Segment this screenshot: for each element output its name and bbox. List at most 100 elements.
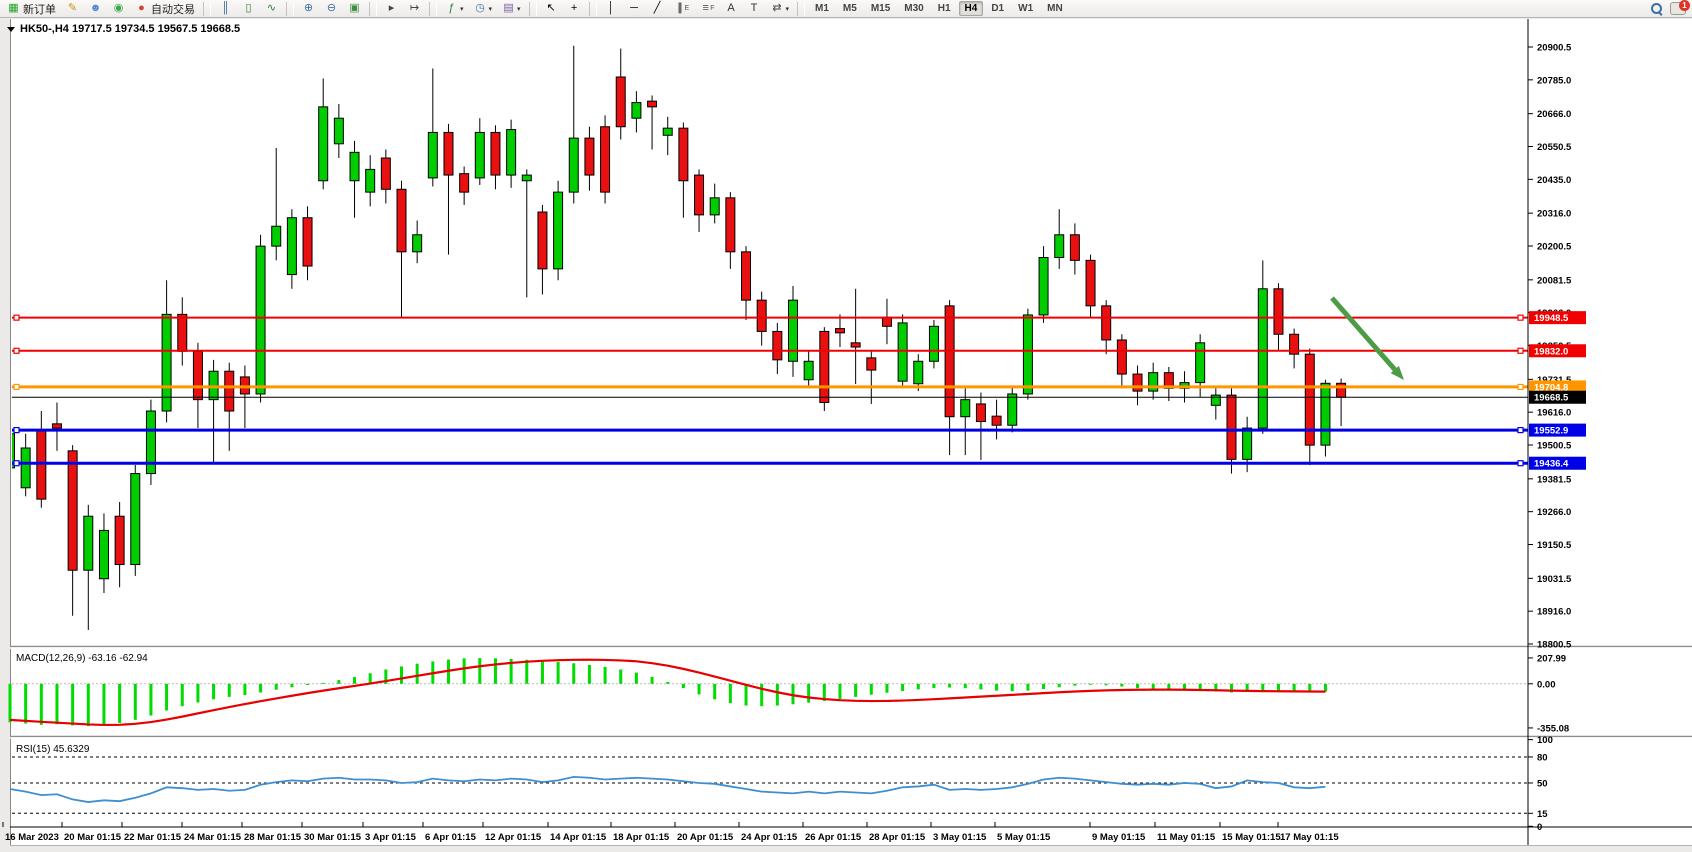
toolbar-separator (203, 1, 211, 16)
candle-up (365, 168, 376, 193)
candle-up (1257, 288, 1268, 429)
candle-down (224, 370, 235, 412)
line-handle-left[interactable] (13, 347, 20, 354)
pivot-line[interactable] (12, 383, 1528, 391)
line-handle-left[interactable] (13, 383, 20, 391)
candlestick-chart-button[interactable]: ▯ (238, 0, 259, 17)
text-button[interactable]: A (721, 0, 742, 17)
timeframe-m30-button[interactable]: M30 (904, 3, 924, 14)
indicators-button[interactable]: ƒ ▾ (441, 0, 468, 17)
horizontal-line-button[interactable]: ─ (624, 0, 645, 17)
auto-scroll-button[interactable]: ▸ (381, 0, 402, 17)
crosshair-button[interactable]: + (564, 0, 585, 17)
toolbar-buttons: ▦ 新订单 ✎ ☻ ◉ ● 自动交易 ║ ▯ ∿ ⊕ ⊖ ▣ ▸ ↦ ƒ ▾ ◷ ▾ ▤ ▾ ↖ + │ ─ ╱ ∥ E ≡ F A T ⇄ ▾ (2, 0, 808, 17)
rsi-scale-label: 100 (1537, 735, 1553, 746)
candle-down (1289, 333, 1300, 355)
candle-down (177, 313, 188, 352)
line-handle-right[interactable] (1517, 460, 1524, 467)
chevron-down-icon[interactable]: ▾ (785, 5, 790, 13)
highlighter-button[interactable]: ✎ (62, 0, 83, 17)
vertical-line-button[interactable]: │ (601, 0, 622, 17)
notifications-button[interactable]: 1 (1670, 0, 1690, 15)
line-handle-right[interactable] (1517, 347, 1524, 354)
candle-up (255, 245, 266, 395)
macd-pane[interactable]: MACD(12,26,9) -63.16 -62.94 207.99 0.00 -35… (8, 653, 1569, 734)
line-handle-left[interactable] (13, 314, 20, 321)
line-handle-right[interactable] (1517, 427, 1524, 434)
chart-shift-button[interactable]: ↦ (404, 0, 425, 17)
price-tick-label: 19731.5 (1537, 375, 1572, 386)
auto-scroll-icon: ▸ (388, 2, 395, 14)
candle-down (443, 131, 454, 176)
support-line-1-price-label: 19552.9 (1529, 423, 1586, 437)
periods-button[interactable]: ◷ ▾ (470, 0, 497, 17)
fibonacci-button[interactable]: ≡ F (695, 0, 718, 17)
trendline-button[interactable]: ╱ (647, 0, 668, 17)
zoom-in-button[interactable]: ⊕ (298, 0, 319, 17)
candle-up (709, 197, 720, 216)
resistance-line-1-price-label: 19948.5 (1529, 311, 1586, 325)
signals-button[interactable]: ◉ (108, 0, 129, 17)
chevron-down-icon[interactable]: ▾ (517, 5, 521, 13)
time-tick-label: 9 May 01:15 (1092, 832, 1146, 843)
pivot-line-price-label: 19704.8 (1529, 380, 1586, 394)
timeframe-d1-button[interactable]: D1 (991, 3, 1005, 14)
candles-layer[interactable] (6, 45, 1347, 630)
timeframe-m5-button[interactable]: M5 (842, 3, 857, 14)
templates-button[interactable]: ▤ ▾ (498, 0, 525, 17)
price-tick-label: 19616.0 (1537, 408, 1571, 419)
chart-expander-icon[interactable] (7, 27, 15, 32)
price-tick-label: 20900.5 (1537, 43, 1572, 54)
timeframe-mn-button[interactable]: MN (1047, 3, 1063, 14)
cursor-button[interactable]: ↖ (541, 0, 562, 17)
chart-window (10, 19, 1692, 845)
line-handle-left[interactable] (13, 460, 20, 467)
chevron-down-icon[interactable]: ▾ (488, 5, 493, 13)
time-axis[interactable]: 16 Mar 2023 20 Mar 01:15 22 Mar 01:15 24 Ma… (2, 822, 1692, 843)
resistance-line-1[interactable] (12, 314, 1528, 321)
price-tick-label: 20785.0 (1537, 75, 1571, 86)
time-tick-label: 17 May 01:15 (1280, 832, 1339, 843)
resistance-line-2[interactable] (12, 347, 1528, 354)
support-line-2[interactable] (12, 460, 1528, 467)
candle-up (521, 174, 532, 182)
trend-arrow[interactable] (1330, 296, 1404, 380)
candle-up (98, 529, 109, 580)
timeframe-h4-button[interactable]: H4 (958, 1, 984, 16)
chevron-down-icon[interactable]: ▾ (460, 5, 464, 13)
candle-up (1038, 257, 1049, 316)
candle-down (834, 328, 845, 334)
toolbar-separator (429, 1, 437, 16)
zoom-in-icon: ⊕ (303, 2, 314, 14)
timeframe-m15-button[interactable]: M15 (870, 3, 891, 14)
vertical-line-icon: │ (607, 2, 615, 14)
line-handle-right[interactable] (1517, 383, 1524, 391)
tile-windows-button[interactable]: ▣ (344, 0, 365, 17)
search-icon[interactable] (1651, 3, 1663, 16)
time-tick-label: 12 Apr 01:15 (485, 832, 542, 843)
candle-down (741, 251, 752, 301)
support-line-1[interactable] (12, 427, 1528, 434)
rsi-pane[interactable]: RSI(15) 45.63291008050150 (9, 735, 1553, 833)
zoom-out-button[interactable]: ⊖ (321, 0, 342, 17)
channel-button[interactable]: ∥ E (670, 0, 694, 17)
candle-down (600, 126, 611, 193)
candle-down (1336, 382, 1347, 398)
line-handle-left[interactable] (13, 427, 20, 434)
candle-down (615, 76, 626, 128)
timeframe-w1-button[interactable]: W1 (1018, 3, 1034, 14)
timeframe-h1-button[interactable]: H1 (937, 3, 951, 14)
bar-chart-button[interactable]: ║ (215, 0, 236, 17)
text-label-button[interactable]: T (744, 0, 765, 17)
timeframe-m1-button[interactable]: M1 (815, 3, 829, 14)
price-tick-label: 20316.0 (1537, 209, 1571, 220)
profile-button[interactable]: ☻ (85, 0, 106, 17)
time-tick-label: 5 May 01:15 (997, 832, 1051, 843)
autotrade-button[interactable]: ● 自动交易 (131, 0, 199, 17)
candle-up (960, 399, 971, 418)
new-order-button[interactable]: ▦ 新订单 (3, 0, 60, 17)
line-chart-button[interactable]: ∿ (261, 0, 282, 17)
shapes-button[interactable]: ⇄ ▾ (767, 0, 794, 17)
line-handle-right[interactable] (1517, 314, 1524, 321)
